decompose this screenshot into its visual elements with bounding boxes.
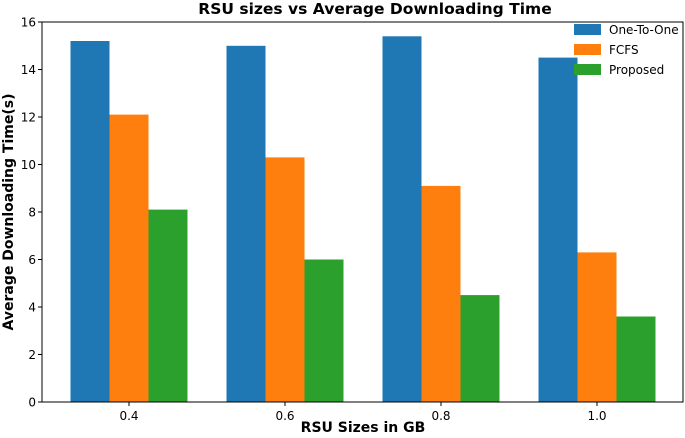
bar-proposed-0-6 [304,259,344,402]
legend-swatch [574,64,601,75]
bar-proposed-1-0 [616,316,656,402]
bar-one-to-one-0-6 [226,45,266,403]
y-tick-label: 12 [21,111,36,125]
bar-fcfs-1-0 [577,252,617,402]
x-axis: 0.4 0.6 0.8 1.0 [119,402,607,423]
bar-one-to-one-0-4 [70,41,110,402]
legend-label: FCFS [609,43,639,57]
y-tick-label: 0 [28,396,36,410]
y-tick-label: 16 [21,16,36,30]
y-tick-label: 2 [28,348,36,362]
bar-proposed-0-4 [148,209,188,402]
bar-proposed-0-8 [460,295,500,402]
bar-one-to-one-1-0 [538,57,578,402]
legend-swatch [574,24,601,35]
y-axis-label: Average Downloading Time(s) [1,94,17,331]
x-tick-label: 0.4 [119,409,138,423]
x-tick-label: 1.0 [587,409,606,423]
bar-fcfs-0-8 [421,185,461,402]
bar-fcfs-0-4 [109,114,149,402]
y-tick-label: 6 [28,253,36,267]
legend: One-To-One FCFS Proposed [574,23,679,77]
y-tick-label: 10 [21,158,36,172]
bar-fcfs-0-6 [265,157,305,402]
y-tick-label: 4 [28,301,36,315]
x-axis-label: RSU Sizes in GB [301,420,426,436]
legend-label: Proposed [609,63,664,77]
y-axis: 0 2 4 6 8 10 12 14 16 [21,16,42,410]
bar-one-to-one-0-8 [382,36,422,403]
legend-label: One-To-One [609,23,679,37]
x-tick-label: 0.6 [275,409,294,423]
y-tick-label: 8 [28,206,36,220]
plot-frame [41,21,684,403]
x-tick-label: 0.8 [431,409,450,423]
chart-title: RSU sizes vs Average Downloading Time [198,0,551,18]
legend-swatch [574,44,601,55]
bars-group [70,36,656,403]
y-tick-label: 14 [21,63,36,77]
